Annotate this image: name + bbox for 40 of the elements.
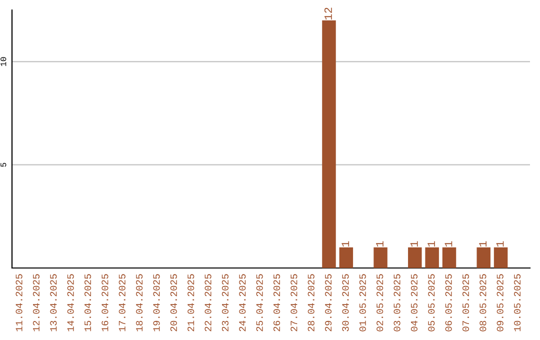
x-tick-label: 16.04.2025: [102, 274, 108, 332]
x-tick-label: 01.05.2025: [359, 274, 366, 332]
x-tick-label: 26.04.2025: [273, 274, 280, 332]
x-tick-label: 19.04.2025: [153, 274, 160, 332]
data-label: 1: [342, 241, 350, 247]
x-tick-label: 12.04.2025: [32, 274, 40, 332]
x-tick-label: 09.05.2025: [496, 274, 504, 332]
x-tick-label: 24.04.2025: [239, 274, 246, 332]
x-tick-label: 25.04.2025: [256, 274, 263, 332]
y-tick-label: 10: [0, 57, 6, 66]
x-tick-label: 17.04.2025: [118, 274, 126, 332]
x-tick-label: 08.05.2025: [480, 274, 486, 332]
x-tick-label: 15.04.2025: [84, 274, 92, 332]
x-tick-label: 21.04.2025: [188, 274, 194, 332]
x-tick-label: 23.04.2025: [222, 274, 229, 332]
y-tick-label: 5: [0, 162, 6, 167]
x-tick-label: 20.04.2025: [170, 274, 177, 332]
x-tick-label: 27.04.2025: [290, 274, 298, 332]
x-tick-label: 05.05.2025: [428, 274, 435, 332]
data-label: 1: [376, 241, 384, 247]
x-tick-label: 18.04.2025: [136, 274, 143, 332]
x-tick-label: 10.05.2025: [514, 274, 521, 332]
x-tick-label: 11.04.2025: [16, 274, 22, 332]
data-label: 1: [428, 241, 435, 247]
x-tick-label: 22.04.2025: [204, 274, 212, 332]
data-label: 1: [479, 241, 486, 247]
data-label: 1: [410, 241, 418, 247]
data-label: 1: [496, 241, 504, 247]
x-tick-label: 02.05.2025: [376, 274, 384, 332]
x-tick-label: 14.04.2025: [67, 274, 74, 332]
x-tick-label: 29.04.2025: [324, 274, 332, 332]
x-tick-label: 28.04.2025: [308, 274, 314, 332]
x-tick-label: 07.05.2025: [462, 274, 470, 332]
x-tick-label: 04.05.2025: [410, 274, 418, 332]
x-tick-label: 13.04.2025: [50, 274, 57, 332]
x-tick-label: 30.04.2025: [342, 274, 349, 332]
data-label: 1: [444, 241, 452, 247]
x-tick-label: 06.05.2025: [445, 274, 452, 332]
x-tick-label: 03.05.2025: [394, 274, 400, 332]
data-label: 12: [324, 8, 332, 20]
